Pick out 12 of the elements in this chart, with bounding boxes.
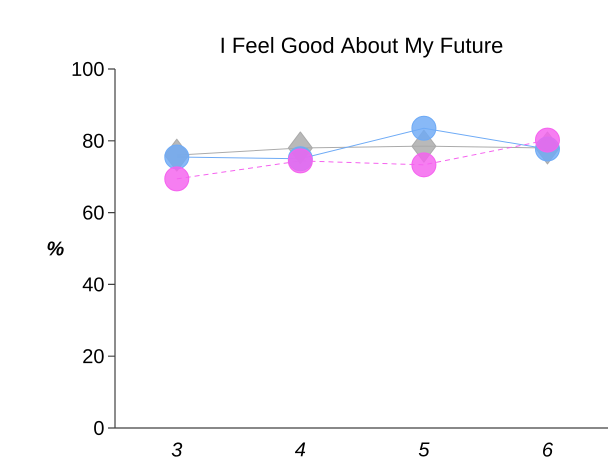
x-tick-label: 6 bbox=[543, 442, 554, 457]
x-tick-label: 5 bbox=[418, 442, 430, 456]
y-tick-label: 20 bbox=[83, 349, 104, 364]
x-tick-label: 4 bbox=[294, 442, 306, 456]
y-tick-label: 100 bbox=[72, 62, 104, 76]
y-tick-label: 80 bbox=[83, 134, 104, 148]
y-tick-label: 40 bbox=[82, 277, 104, 292]
y-tick-label: 0 bbox=[94, 420, 104, 436]
y-tick-label: 60 bbox=[83, 206, 104, 220]
y-axis-title: % bbox=[48, 241, 64, 256]
chart-title: I Feel Good About My Future bbox=[222, 36, 502, 58]
x-tick-label: 3 bbox=[172, 442, 182, 457]
